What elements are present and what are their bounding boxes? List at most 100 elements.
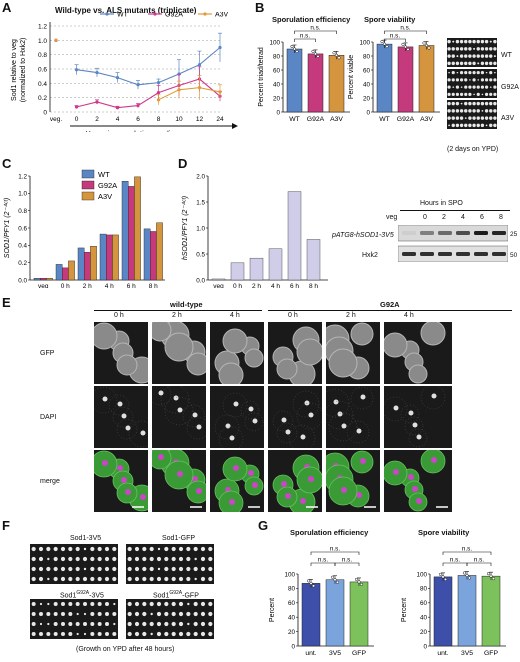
colony (68, 546, 73, 552)
colony (53, 602, 58, 606)
colony (447, 61, 451, 66)
svgG1-bar-3V5 (325, 579, 345, 647)
gfp-cell (420, 322, 446, 346)
svgB1-datapoint (334, 53, 339, 57)
panel-f-strain-4: Sod1G92A-GFP (153, 590, 199, 599)
panel-c-ytick: 0.0 (18, 277, 27, 284)
colony (61, 632, 65, 636)
panel-c-legend-label: A3V (98, 192, 112, 201)
panel-c-bar-WT (143, 228, 151, 281)
svgB2-ytick: 100 (359, 39, 370, 46)
colony (459, 39, 464, 44)
colony (127, 576, 132, 582)
colony (149, 601, 154, 607)
colony (61, 612, 65, 616)
panel-c-letter: C (2, 156, 12, 171)
colony (186, 576, 191, 582)
panel-e-cells (326, 386, 374, 444)
colony (200, 576, 206, 582)
svgG2-sig-label: n.s. (462, 546, 472, 553)
colony (451, 47, 455, 51)
colony (104, 546, 110, 552)
dapi-cell-outline (404, 416, 424, 436)
panel-c-ytick: 0.4 (18, 243, 27, 250)
gfp-cell (408, 364, 428, 384)
dapi-cell-outline (152, 386, 172, 406)
colony (39, 622, 43, 626)
merge-nucleus (393, 469, 399, 475)
dapi-nucleus (252, 418, 258, 424)
colony (171, 611, 176, 617)
panel-g-letter: G (258, 518, 269, 533)
svgB1-ytick: 40 (273, 81, 281, 88)
colony (112, 546, 117, 552)
panel-a-point-WT (197, 63, 202, 67)
gfp-cell (186, 352, 206, 376)
svgG2-ytick: 0 (423, 643, 427, 650)
colony (113, 602, 116, 606)
panel-f-plate-sod1-g92a-3v5 (30, 599, 118, 639)
panel-a-title: Wild-type vs. ALS mutants (triplicate) (55, 6, 197, 15)
colony (68, 602, 73, 606)
svgG2-sig-bracket (442, 551, 492, 555)
dapi-nucleus (408, 410, 414, 416)
panel-d-blot-band-hxk2 (420, 252, 434, 256)
panel-c-bar-WT (33, 278, 41, 281)
panel-d-ytick: 0.5 (196, 251, 205, 258)
colony (447, 78, 451, 82)
panel-a-legend-label: G92A (165, 12, 183, 19)
colony (464, 101, 468, 106)
panel-d-western-blot (398, 225, 508, 262)
merge-nucleus (177, 471, 183, 477)
colony (493, 116, 497, 120)
dapi-cell-outline (186, 416, 206, 440)
panel-c-bar-WT (55, 264, 63, 281)
colony (90, 546, 95, 552)
panel-e-group-wt: wild-type (170, 300, 203, 309)
colony (97, 566, 102, 572)
svgB1-xtick: A3V (330, 116, 343, 123)
gfp-cell (222, 328, 248, 354)
gfp-cell (384, 332, 408, 358)
panel-e-row-label: GFP (40, 350, 55, 357)
merge-nucleus (416, 498, 422, 504)
svgG1-datapoint (359, 582, 364, 586)
panel-e-cells (384, 322, 446, 384)
panel-e-cells (94, 386, 148, 448)
colony (481, 109, 484, 112)
merge-nucleus (229, 499, 235, 505)
colony (489, 40, 492, 43)
panel-d-xtick: veg (213, 283, 224, 288)
colony (208, 601, 213, 607)
colony (83, 602, 87, 606)
colony (480, 123, 485, 128)
colony (200, 556, 206, 562)
dapi-nucleus (281, 417, 287, 423)
colony (150, 612, 153, 616)
panel-b-letter: B (255, 0, 265, 15)
colony (46, 632, 51, 636)
merge-nucleus (102, 460, 108, 466)
gfp-cell (152, 322, 172, 342)
colony (31, 622, 36, 626)
colony (186, 566, 191, 572)
dapi-nucleus (304, 400, 310, 406)
colony (142, 631, 147, 637)
colony (493, 61, 497, 66)
svgB1-bar-WT (286, 48, 303, 113)
dapi-nucleus (173, 395, 179, 401)
svgG2-xtick: 3V5 (461, 650, 473, 657)
svgB2-ytick: 80 (363, 53, 371, 60)
colony (480, 71, 485, 75)
panel-e-image-merge (94, 450, 148, 512)
dapi-nucleus (393, 405, 399, 411)
colony (459, 47, 464, 51)
svgG1-sig-bracket (334, 562, 360, 566)
panel-a-series-line-A3V (158, 87, 221, 101)
colony (105, 622, 109, 626)
panel-c-legend-swatch (81, 169, 95, 179)
dapi-nucleus (233, 401, 239, 407)
colony (127, 611, 132, 617)
dapi-nucleus (121, 413, 127, 419)
